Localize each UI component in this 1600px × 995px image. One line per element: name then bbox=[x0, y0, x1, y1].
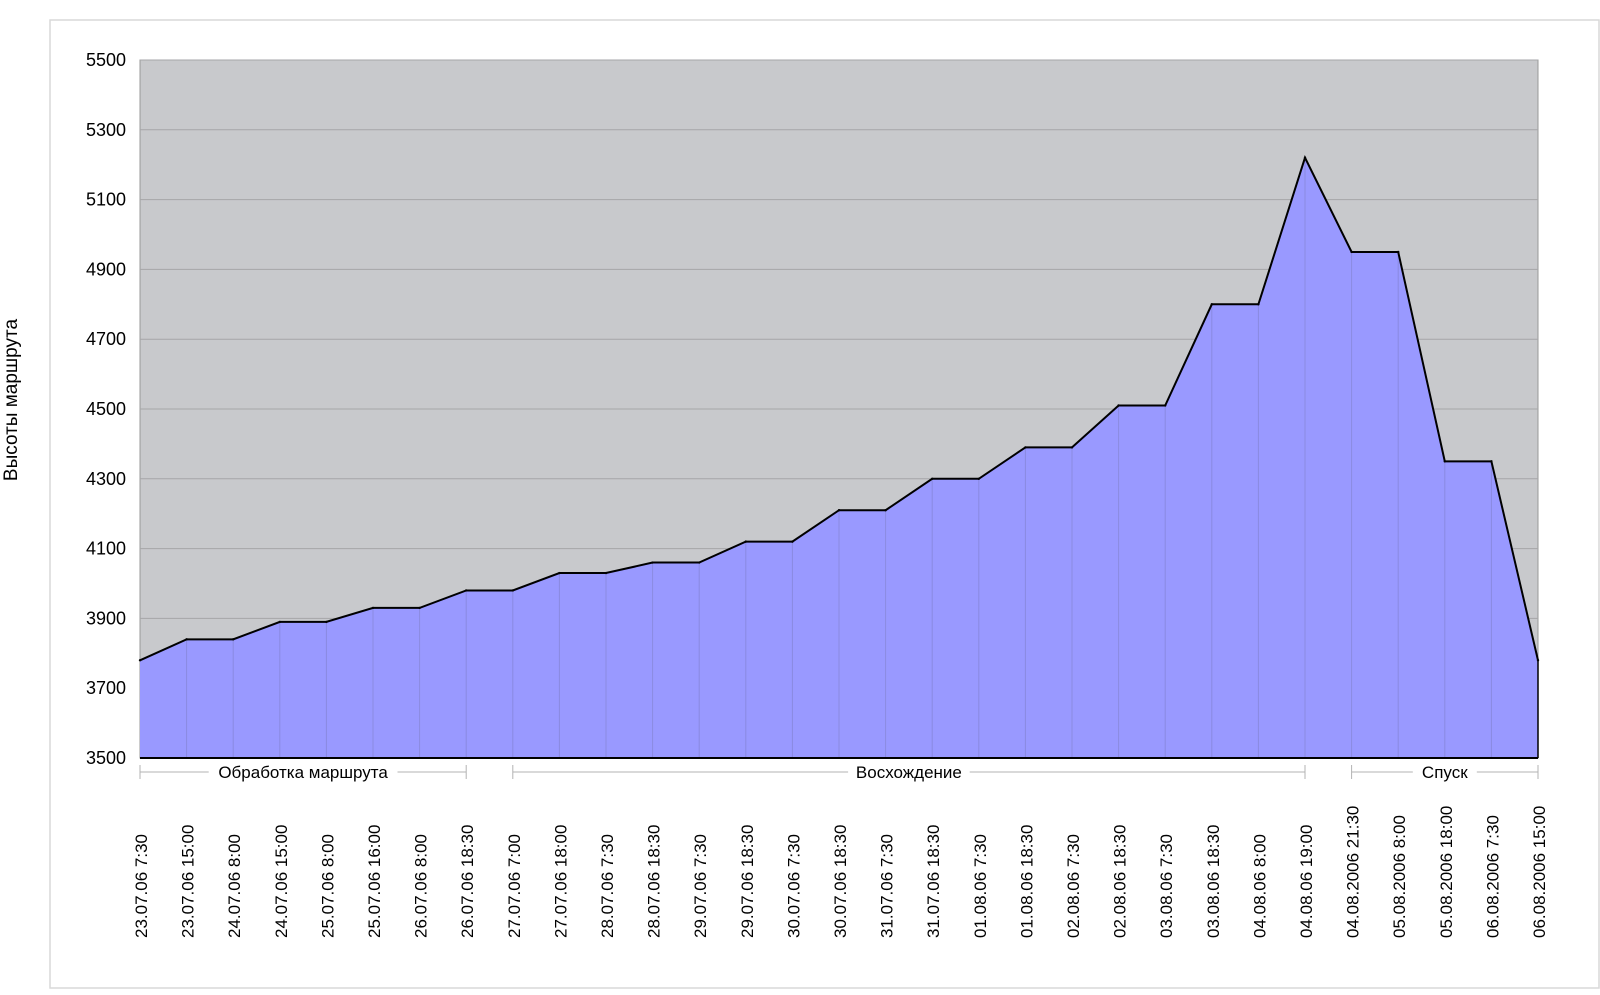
data-point bbox=[185, 638, 188, 641]
y-tick-label: 3500 bbox=[86, 748, 126, 768]
y-tick-label: 3900 bbox=[86, 608, 126, 628]
y-tick-label: 4300 bbox=[86, 469, 126, 489]
x-tick-label: 31.07.06 18:30 bbox=[924, 825, 943, 938]
x-tick-label: 29.07.06 18:30 bbox=[738, 825, 757, 938]
phase-label-bg bbox=[848, 762, 970, 782]
data-point bbox=[977, 477, 980, 480]
x-tick-label: 30.07.06 7:30 bbox=[784, 834, 803, 938]
phase-axis: Обработка маршрута Восхождение Спуск bbox=[139, 762, 1539, 782]
data-point bbox=[558, 571, 561, 575]
data-point bbox=[232, 638, 235, 641]
y-axis-title: Высоты маршрута bbox=[1, 318, 22, 481]
x-tick-label: 02.08.06 18:30 bbox=[1111, 825, 1130, 938]
data-point bbox=[1443, 460, 1447, 463]
phase-label: Восхождение bbox=[856, 763, 962, 782]
data-point bbox=[1490, 460, 1493, 463]
x-tick-label: 26.07.06 8:00 bbox=[412, 834, 431, 938]
data-point bbox=[1303, 156, 1307, 159]
y-tick-label: 4100 bbox=[86, 539, 126, 559]
data-point bbox=[1117, 404, 1120, 407]
data-point bbox=[325, 620, 328, 624]
area-fill bbox=[140, 157, 1538, 759]
data-point bbox=[1257, 303, 1260, 306]
x-tick-label: 01.08.06 7:30 bbox=[971, 834, 990, 938]
x-tick-label: 31.07.06 7:30 bbox=[878, 834, 897, 938]
data-point bbox=[465, 589, 468, 592]
y-axis: 3500 3700 3900 4100 4300 4500 4700 4900 5100 5300… bbox=[86, 50, 1538, 768]
phase-label: Обработка маршрута bbox=[218, 763, 388, 782]
series-area bbox=[138, 155, 1540, 759]
x-tick-label: 03.08.06 18:30 bbox=[1204, 825, 1223, 938]
data-point bbox=[371, 606, 375, 610]
data-point bbox=[698, 561, 701, 564]
x-tick-label: 06.08.2006 7:30 bbox=[1483, 815, 1502, 938]
x-tick-label: 30.07.06 18:30 bbox=[831, 825, 850, 938]
x-tick-label: 27.07.06 7:00 bbox=[505, 834, 524, 938]
x-tick-label: 06.08.2006 15:00 bbox=[1530, 806, 1549, 938]
data-point bbox=[651, 561, 654, 564]
x-tick-label: 29.07.06 7:30 bbox=[691, 834, 710, 938]
x-tick-label: 04.08.06 8:00 bbox=[1250, 834, 1269, 938]
data-point bbox=[931, 477, 934, 480]
x-tick-label: 23.07.06 7:30 bbox=[132, 834, 151, 938]
x-tick-label: 26.07.06 18:30 bbox=[458, 825, 477, 938]
data-point bbox=[1397, 250, 1400, 254]
y-tick-label: 3700 bbox=[86, 678, 126, 698]
data-point bbox=[1210, 303, 1214, 306]
x-tick-label: 04.08.2006 21:30 bbox=[1344, 806, 1363, 938]
x-tick-label: 25.07.06 16:00 bbox=[365, 825, 384, 938]
phase-label: Спуск bbox=[1422, 763, 1468, 782]
x-tick-label: 24.07.06 8:00 bbox=[225, 834, 244, 938]
x-tick-label: 28.07.06 18:30 bbox=[645, 825, 664, 938]
x-tick-label: 25.07.06 8:00 bbox=[318, 834, 337, 938]
data-point bbox=[511, 589, 514, 592]
data-point bbox=[278, 620, 281, 624]
data-point bbox=[1164, 404, 1167, 407]
data-point bbox=[1536, 659, 1540, 662]
x-tick-label: 04.08.06 19:00 bbox=[1297, 825, 1316, 938]
y-tick-label: 4500 bbox=[86, 399, 126, 419]
data-point bbox=[604, 571, 608, 575]
data-point bbox=[418, 606, 421, 610]
x-tick-label: 02.08.06 7:30 bbox=[1064, 834, 1083, 938]
x-tick-label: 23.07.06 15:00 bbox=[179, 825, 198, 938]
data-point bbox=[791, 540, 794, 543]
phase-label-bg bbox=[1412, 762, 1477, 782]
data-point bbox=[744, 540, 747, 543]
x-tick-label: 24.07.06 15:00 bbox=[272, 825, 291, 938]
x-axis: 23.07.06 7:30 23.07.06 15:00 24.07.06 8:00… bbox=[132, 806, 1549, 938]
y-tick-label: 5500 bbox=[86, 50, 126, 70]
data-point bbox=[1350, 250, 1353, 254]
data-point bbox=[138, 659, 142, 662]
x-tick-label: 03.08.06 7:30 bbox=[1157, 834, 1176, 938]
y-tick-label: 4900 bbox=[86, 259, 126, 279]
x-tick-label: 05.08.2006 18:00 bbox=[1437, 806, 1456, 938]
x-tick-label: 28.07.06 7:30 bbox=[598, 834, 617, 938]
y-tick-label: 5300 bbox=[86, 120, 126, 140]
y-tick-label: 4700 bbox=[86, 329, 126, 349]
data-point bbox=[884, 509, 887, 512]
x-tick-label: 01.08.06 18:30 bbox=[1017, 825, 1036, 938]
x-tick-label: 27.07.06 18:00 bbox=[551, 825, 570, 938]
data-point bbox=[837, 509, 841, 512]
data-point bbox=[1070, 446, 1074, 449]
phase-label-bg bbox=[208, 762, 398, 782]
y-tick-label: 5100 bbox=[86, 190, 126, 210]
data-point bbox=[1024, 446, 1027, 449]
x-tick-label: 05.08.2006 8:00 bbox=[1390, 815, 1409, 938]
